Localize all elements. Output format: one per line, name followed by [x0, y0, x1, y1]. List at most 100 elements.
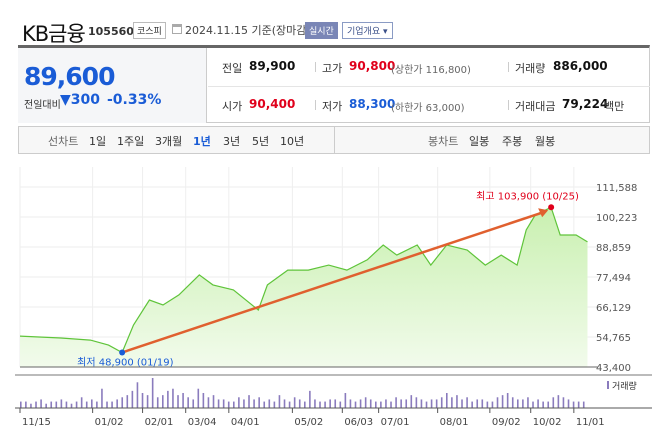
period-10y[interactable]: 10년	[280, 135, 305, 148]
volume-bar	[136, 382, 139, 408]
volume-bar	[577, 401, 580, 408]
volume-bar	[491, 401, 494, 408]
x-tick-label: 02/01	[145, 417, 174, 428]
y-tick-label: 77,494	[596, 273, 631, 284]
trend-arrow	[121, 211, 544, 354]
divider	[334, 127, 335, 153]
period-1w[interactable]: 1주일	[117, 135, 145, 148]
volume-bar	[552, 397, 555, 408]
volume-bar	[542, 401, 544, 408]
volume-bar	[207, 397, 210, 408]
volume-bar	[248, 395, 250, 408]
volume-bar	[385, 399, 387, 408]
volume-bar	[369, 399, 372, 408]
volume-bar	[359, 399, 362, 408]
candle-weekly[interactable]: 주봉	[502, 135, 523, 148]
volume-bar	[471, 401, 473, 408]
stock-code: 105560	[88, 25, 134, 38]
volume-bar	[420, 399, 423, 408]
volume-bar	[85, 401, 88, 408]
volume-bar	[461, 399, 463, 408]
volume-bar	[486, 401, 489, 408]
market-badge: 코스피	[133, 22, 166, 39]
volume-bar	[430, 399, 433, 408]
volume-bar	[212, 395, 215, 408]
volume-bar	[506, 393, 509, 408]
y-tick-label: 100,223	[596, 213, 637, 224]
period-5y[interactable]: 5년	[252, 135, 270, 148]
volume-bar	[309, 390, 311, 408]
open-label: 시가	[222, 100, 243, 113]
period-1d[interactable]: 1일	[89, 135, 107, 148]
period-1y[interactable]: 1년	[193, 135, 211, 148]
volume-bar	[162, 395, 164, 408]
stock-name: KB금융	[22, 22, 86, 46]
base-date: 2024.11.15 기준(장마감)	[185, 24, 311, 37]
volume-bar	[20, 401, 22, 408]
realtime-button[interactable]: 실시간	[305, 22, 338, 39]
arrow-head-icon	[538, 208, 549, 218]
volume-bar	[182, 393, 184, 408]
volume-bar	[567, 399, 570, 408]
volume-bar	[319, 401, 321, 408]
volume-bar	[329, 399, 331, 408]
volume-bar	[35, 401, 37, 408]
volume-bar	[55, 401, 58, 408]
max-label: 최고 103,900 (10/25)	[476, 190, 579, 202]
volume-bar	[253, 399, 255, 408]
volume-bar	[476, 399, 479, 408]
x-tick-label: 11/01	[576, 417, 605, 428]
x-tick-label: 04/01	[231, 417, 260, 428]
volume-bar	[227, 401, 230, 408]
current-price: 89,600	[24, 62, 115, 91]
volume-bar	[324, 401, 326, 408]
line-chart-label: 선차트	[48, 135, 79, 148]
candle-monthly[interactable]: 월봉	[535, 135, 556, 148]
company-overview-dropdown[interactable]: 기업개요 ▾	[342, 22, 393, 39]
volume-bar	[283, 399, 286, 408]
volume-bar	[456, 395, 458, 408]
y-tick-label: 111,588	[596, 183, 637, 194]
volume-bar	[50, 401, 53, 408]
volume-bar	[70, 403, 73, 408]
volume-bar	[410, 395, 413, 408]
volume-bar	[547, 401, 550, 408]
volume-bar	[65, 401, 68, 408]
volume-bar	[238, 397, 240, 408]
x-tick-label: 03/04	[188, 417, 217, 428]
candle-daily[interactable]: 일봉	[469, 135, 490, 148]
price-chart: 111,588 100,223 88,859 77,494 66,129 54,765 43…	[15, 167, 652, 428]
volume-bar	[390, 401, 392, 408]
volume-bar	[233, 401, 235, 408]
period-3m[interactable]: 3개월	[155, 135, 183, 148]
volume-bar	[532, 401, 534, 408]
volume-bar	[446, 393, 448, 408]
volume-bar	[364, 397, 367, 408]
volume-bar	[415, 397, 418, 408]
x-tick-label: 07/01	[381, 417, 410, 428]
period-3y[interactable]: 3년	[223, 135, 241, 148]
volume-bar	[354, 401, 357, 408]
volume-bar	[222, 399, 225, 408]
volume-legend-swatch	[607, 381, 609, 389]
volume-bar	[75, 401, 78, 408]
volume-bar	[334, 399, 337, 408]
volume-bar	[557, 395, 560, 408]
volume-bar	[344, 393, 347, 408]
volume-bar	[131, 390, 134, 408]
volume-bar	[304, 401, 306, 408]
volume-bar	[202, 393, 205, 408]
volume-bar	[298, 399, 301, 408]
divider	[508, 62, 509, 72]
volume-bar	[293, 397, 296, 408]
y-tick-label: 43,400	[596, 363, 631, 374]
prev-label: 전일	[222, 62, 243, 75]
calendar-icon	[172, 24, 182, 34]
volume-bar	[314, 399, 316, 408]
volume-bar	[288, 401, 291, 408]
volume-bar	[268, 399, 271, 408]
volume-bar	[126, 395, 129, 408]
volume-bar	[435, 399, 438, 408]
divider	[208, 86, 650, 87]
volume-bar	[425, 401, 428, 408]
